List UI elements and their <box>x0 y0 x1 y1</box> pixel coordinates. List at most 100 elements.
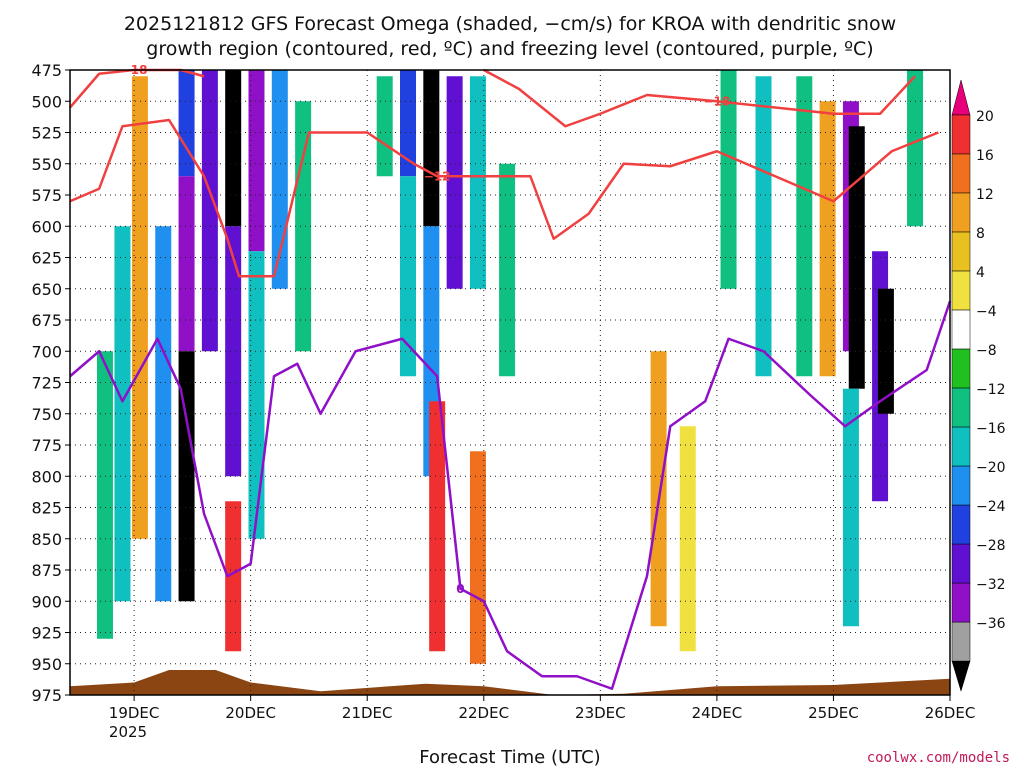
colorbar: 20 16 12 8 4 −4 −8 −12 −16 −20 −24 −28 −32 −36 <box>951 79 1006 693</box>
omega-cell <box>400 176 417 377</box>
omega-cell <box>796 76 813 377</box>
x-tick-label: 20DEC <box>225 704 276 722</box>
x-tick-label: 23DEC <box>575 704 626 722</box>
freezing-level-contour <box>69 300 952 690</box>
omega-cell <box>248 251 265 539</box>
omega-cell <box>225 226 242 477</box>
y-tick-label: 850 <box>31 530 62 549</box>
y-tick-label: 800 <box>31 467 62 486</box>
colorbar-label: −20 <box>976 460 1006 476</box>
colorbar-label: 16 <box>976 148 994 164</box>
y-tick-label: 575 <box>31 186 62 205</box>
x-tick-label: 26DEC <box>925 704 976 722</box>
colorbar-label: −16 <box>976 421 1006 437</box>
y-tick-label: 950 <box>31 655 62 674</box>
y-tick-label: 725 <box>31 374 62 393</box>
colorbar-label: 8 <box>976 226 985 242</box>
colorbar-label: −12 <box>976 382 1006 398</box>
y-tick-label: 475 <box>31 61 62 80</box>
omega-cell <box>248 70 265 252</box>
omega-cell <box>755 76 772 377</box>
x-tick-label: 19DEC <box>109 704 160 722</box>
colorbar-top-arrow <box>951 79 971 116</box>
plot-area: −18−12−180 <box>69 63 952 696</box>
y-tick-label: 875 <box>31 561 62 580</box>
colorbar-segment <box>951 426 971 467</box>
colorbar-label: 20 <box>976 109 994 125</box>
y-tick-label: 900 <box>31 592 62 611</box>
y-tick-label: 650 <box>31 280 62 299</box>
freezing-level-contour-label: 0 <box>456 582 464 596</box>
omega-cell <box>400 70 417 177</box>
omega-cell <box>446 76 463 289</box>
colorbar-segment <box>951 192 971 233</box>
colorbar-segment <box>951 387 971 428</box>
colorbar-segment <box>951 543 971 584</box>
colorbar-segment <box>951 582 971 623</box>
omega-cell <box>178 176 195 352</box>
colorbar-segment <box>951 114 971 155</box>
omega-cell <box>295 101 312 352</box>
colorbar-label: −36 <box>976 616 1006 632</box>
y-tick-label: 550 <box>31 155 62 174</box>
colorbar-segment <box>951 270 971 311</box>
omega-cell <box>819 101 836 377</box>
x-year-label: 2025 <box>109 723 147 741</box>
x-tick-label: 25DEC <box>808 704 859 722</box>
omega-cell <box>178 70 195 177</box>
omega-cell <box>499 163 516 377</box>
omega-cell <box>650 351 667 627</box>
colorbar-segment <box>951 348 971 389</box>
omega-cell <box>225 501 242 652</box>
y-tick-label: 675 <box>31 311 62 330</box>
y-tick-label: 625 <box>31 249 62 268</box>
omega-cell <box>848 126 865 389</box>
omega-cell <box>376 76 393 177</box>
colorbar-label: −32 <box>976 577 1006 593</box>
omega-cell <box>225 70 242 227</box>
y-tick-label: 825 <box>31 499 62 518</box>
omega-cell <box>114 226 131 602</box>
x-tick-label: 24DEC <box>692 704 743 722</box>
omega-cell <box>155 226 172 602</box>
omega-cell <box>201 70 218 352</box>
colorbar-segment <box>951 153 971 194</box>
credit-text: coolwx.com/models <box>867 750 1010 766</box>
colorbar-segment <box>951 231 971 272</box>
colorbar-label: −8 <box>976 343 997 359</box>
colorbar-bottom-arrow <box>951 660 971 693</box>
omega-cell <box>96 351 113 639</box>
colorbar-segment <box>951 504 971 545</box>
omega-cell <box>469 76 486 289</box>
omega-cell <box>469 451 486 664</box>
chart-title-line2: growth region (contoured, red, ºC) and f… <box>146 38 873 60</box>
omega-cell <box>429 401 446 652</box>
dendritic-contour <box>483 68 916 128</box>
colorbar-segment <box>951 621 971 662</box>
dendritic-contour <box>69 118 939 278</box>
colorbar-segment <box>951 309 971 350</box>
omega-cell <box>679 426 696 652</box>
dendritic-contour-label: −18 <box>704 94 731 108</box>
colorbar-segment <box>951 465 971 506</box>
omega-cell <box>907 70 924 227</box>
colorbar-label: −4 <box>976 304 997 320</box>
y-tick-label: 600 <box>31 217 62 236</box>
y-tick-label: 750 <box>31 405 62 424</box>
colorbar-label: −24 <box>976 499 1006 515</box>
colorbar-label: 12 <box>976 187 994 203</box>
x-tick-label: 21DEC <box>342 704 393 722</box>
y-tick-label: 925 <box>31 624 62 643</box>
colorbar-label: −28 <box>976 538 1006 554</box>
omega-cell <box>423 70 440 227</box>
y-tick-label: 500 <box>31 92 62 111</box>
y-tick-label: 525 <box>31 124 62 143</box>
y-tick-label: 775 <box>31 436 62 455</box>
dendritic-contour-label: −12 <box>424 169 451 183</box>
omega-cell <box>720 70 737 289</box>
omega-cell <box>131 76 148 539</box>
terrain-surface <box>70 670 950 695</box>
x-tick-label: 22DEC <box>458 704 509 722</box>
colorbar-label: 4 <box>976 265 985 281</box>
